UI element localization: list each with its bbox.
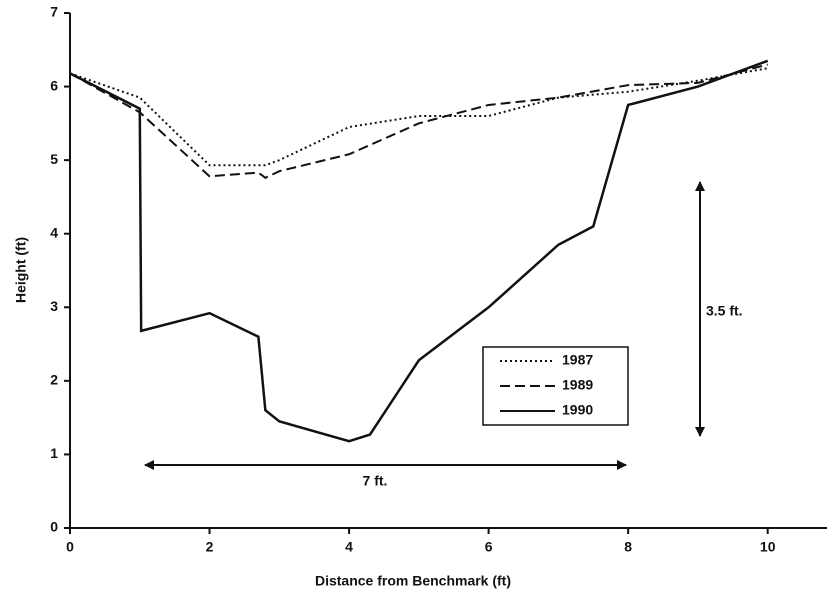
legend-label: 1989 — [562, 377, 593, 393]
y-tick-label: 7 — [50, 4, 58, 20]
y-tick-label: 5 — [50, 151, 58, 167]
x-tick-label: 10 — [760, 539, 776, 555]
x-tick-label: 8 — [624, 539, 632, 555]
x-tick-label: 4 — [345, 539, 353, 555]
annotation: 7 ft. — [363, 473, 388, 489]
line-series — [69, 63, 768, 179]
y-tick-label: 3 — [50, 298, 58, 314]
y-tick-label: 4 — [50, 224, 58, 240]
y-tick-label: 1 — [50, 445, 58, 461]
y-tick-label: 6 — [50, 77, 58, 93]
x-axis-label: Distance from Benchmark (ft) — [315, 573, 511, 589]
x-tick-label: 0 — [66, 539, 74, 555]
legend-label: 1990 — [562, 402, 593, 418]
line-series — [69, 59, 769, 443]
y-tick-label: 2 — [50, 372, 58, 388]
x-tick-label: 2 — [206, 539, 214, 555]
legend-label: 1987 — [562, 352, 593, 368]
y-tick-label: 0 — [50, 519, 58, 535]
annotation: 3.5 ft. — [706, 303, 743, 319]
x-tick-label: 6 — [485, 539, 493, 555]
line-series — [69, 67, 768, 167]
y-axis-label: Height (ft) — [13, 237, 29, 303]
